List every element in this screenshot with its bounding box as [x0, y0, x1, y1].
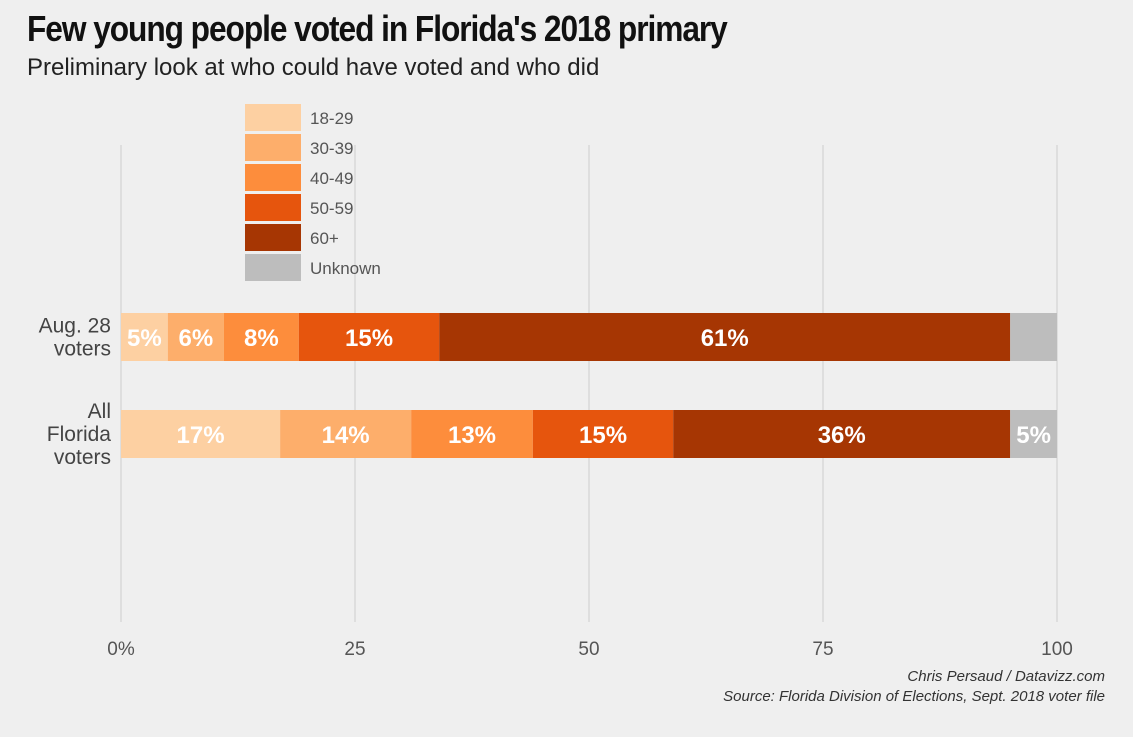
- bar-segment: [167, 313, 224, 361]
- source-note: Source: Florida Division of Elections, S…: [723, 688, 1105, 705]
- bar-segment: [121, 410, 281, 458]
- data-label: 36%: [818, 422, 866, 449]
- legend-label: 50-59: [310, 199, 353, 218]
- legend-label: 18-29: [310, 109, 353, 128]
- x-tick-label: 100: [1041, 639, 1073, 660]
- bar-segment: [411, 410, 533, 458]
- author-credit: Chris Persaud / Datavizz.com: [907, 668, 1105, 685]
- data-label: 15%: [579, 422, 627, 449]
- legend-label: 30-39: [310, 139, 353, 158]
- legend-swatch: [245, 224, 301, 251]
- bar-segment: [280, 410, 412, 458]
- data-label: 6%: [179, 325, 214, 352]
- grid-lines: [120, 145, 1058, 622]
- x-tick-label: 75: [812, 639, 833, 660]
- data-label: 8%: [244, 325, 279, 352]
- legend-label: Unknown: [310, 259, 381, 278]
- chart-title: Few young people voted in Florida's 2018…: [27, 8, 728, 49]
- legend-swatch: [245, 134, 301, 161]
- chart-subtitle: Preliminary look at who could have voted…: [27, 54, 600, 81]
- y-category-label: voters: [54, 338, 111, 361]
- data-label: 5%: [127, 325, 162, 352]
- data-label: 61%: [701, 325, 749, 352]
- x-tick-label: 25: [344, 639, 365, 660]
- data-label: 5%: [1016, 422, 1051, 449]
- bar-segment: [1010, 410, 1057, 458]
- bar-segment: [298, 313, 440, 361]
- bar-segment: [673, 410, 1011, 458]
- y-category-label: All: [88, 400, 111, 423]
- legend-label: 40-49: [310, 169, 353, 188]
- bar-segment: [223, 313, 299, 361]
- data-label: 14%: [322, 422, 370, 449]
- y-category-label: voters: [54, 446, 111, 469]
- bar-segment: [532, 410, 674, 458]
- y-category-label: Aug. 28: [39, 315, 111, 338]
- data-label: 17%: [177, 422, 225, 449]
- legend-swatch: [245, 254, 301, 281]
- x-tick-label: 0%: [107, 639, 135, 660]
- x-axis-ticks: 0% 25 50 75 100: [107, 639, 1073, 660]
- legend-label: 60+: [310, 229, 339, 248]
- data-label: 13%: [448, 422, 496, 449]
- bar-segment: [1010, 313, 1057, 361]
- credit-block: Chris Persaud / Datavizz.com Source: Flo…: [723, 667, 1105, 707]
- bar-area: 5% 6% 8% 15% 61% 17% 14% 13% 15% 36% 5%: [121, 313, 1057, 458]
- legend-swatch: [245, 164, 301, 191]
- legend-swatch: [245, 104, 301, 131]
- y-category-label: Florida: [47, 423, 112, 446]
- bar-segment: [439, 313, 1011, 361]
- legend-swatch: [245, 194, 301, 221]
- bar-segment: [121, 313, 168, 361]
- x-tick-label: 50: [578, 639, 599, 660]
- data-label: 15%: [345, 325, 393, 352]
- legend: 18-29 30-39 40-49 50-59 60+ Unknown: [245, 104, 381, 281]
